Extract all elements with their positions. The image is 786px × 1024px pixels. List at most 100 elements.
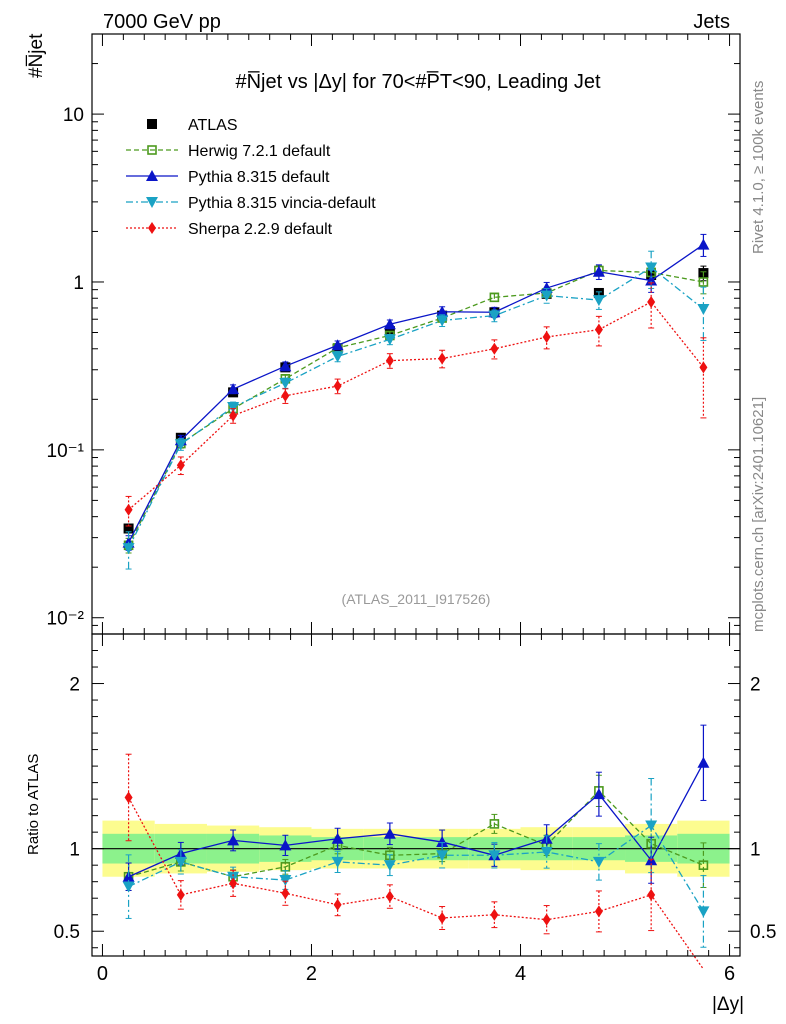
legend-item-pythia-8-315-vincia-default: Pythia 8.315 vincia-default (126, 195, 376, 212)
ratio-tick-label: 0.5 (54, 922, 80, 943)
chart-title: #N̅jet vs |Δy| for 70<#P̅T<90, Leading J… (235, 70, 601, 93)
data-point (279, 360, 292, 372)
ratio-tick-label-right: 0.5 (750, 922, 776, 943)
legend-marker (146, 197, 158, 208)
series-herwig-7-2-1-default (123, 264, 709, 891)
data-point (123, 523, 134, 534)
y-tick-label: 10⁻¹ (47, 441, 85, 462)
data-point (594, 323, 603, 336)
side-rivet-label: Rivet 4.1.0, ≥ 100k events (750, 81, 767, 254)
data-point (697, 238, 710, 250)
series-sherpa-2-2-9-default (124, 282, 708, 970)
data-point (281, 389, 290, 402)
legend-label: Pythia 8.315 default (188, 169, 330, 186)
ratio-point (383, 860, 396, 872)
legend-label: Herwig 7.2.1 default (188, 143, 331, 160)
ratio-point (592, 856, 605, 868)
data-point (124, 503, 133, 516)
legend-item-herwig-7-2-1-default: Herwig 7.2.1 default (126, 143, 331, 160)
data-point (438, 352, 447, 365)
ratio-tick-label-right: 2 (750, 675, 761, 696)
data-point (383, 318, 396, 330)
series-pythia-8-315-vincia-default (122, 250, 710, 948)
ratio-point (645, 820, 658, 832)
data-point (436, 305, 449, 317)
legend-marker (147, 119, 157, 129)
data-point (436, 315, 449, 327)
ratio-point (227, 834, 240, 846)
ratio-point (490, 908, 499, 921)
data-point (645, 262, 658, 274)
series-pythia-8-315-default (122, 233, 710, 891)
series-line-pythia-8-315-vincia-default (128, 266, 704, 549)
category-label: Jets (693, 11, 730, 33)
x-tick-label: 2 (306, 963, 317, 985)
data-point (333, 380, 342, 393)
data-point (699, 361, 708, 374)
ratio-point (438, 912, 447, 925)
ratio-line-pythia-8-315-default (128, 762, 704, 878)
series-line-herwig-7-2-1-default (128, 269, 704, 546)
legend-item-pythia-8-315-default: Pythia 8.315 default (126, 169, 330, 186)
x-tick-label: 4 (515, 963, 526, 985)
ratio-point (227, 871, 240, 883)
y-tick-label: 1 (73, 273, 84, 294)
ratio-point (385, 890, 394, 903)
data-point (490, 342, 499, 355)
data-point (383, 334, 396, 346)
ratio-point (436, 850, 449, 862)
ratio-point (698, 860, 709, 870)
y-tick-label: 10⁻² (47, 609, 85, 630)
series-atlas (123, 265, 709, 534)
ratio-point (489, 819, 500, 829)
data-point (122, 543, 135, 555)
ratio-point (592, 788, 605, 800)
data-point (592, 265, 605, 277)
ratio-point (333, 898, 342, 911)
ratio-point (176, 888, 185, 901)
ratio-point (331, 832, 344, 844)
ratio-line-sherpa-2-2-9-default (128, 797, 704, 970)
legend-label: ATLAS (188, 117, 238, 134)
ratio-point (174, 856, 187, 868)
ratio-point (488, 850, 501, 862)
ratio-point (331, 856, 344, 868)
data-point (227, 401, 240, 413)
watermark: (ATLAS_2011_I917526) (342, 591, 491, 607)
data-point (174, 439, 187, 451)
data-point (176, 459, 185, 472)
ratio-point (540, 846, 553, 858)
legend-label: Sherpa 2.2.9 default (188, 221, 333, 238)
legend-item-atlas: ATLAS (147, 117, 238, 134)
side-mcplots-label: mcplots.cern.ch [arXiv:2401.10621] (750, 397, 767, 632)
ratio-point (542, 913, 551, 926)
data-point (489, 292, 500, 303)
data-point (279, 378, 292, 390)
y-axis-label: #N̅jet (26, 33, 47, 78)
ratio-point (279, 839, 292, 851)
data-point (542, 331, 551, 344)
series-line-pythia-8-315-default (128, 244, 704, 543)
ratio-point (122, 881, 135, 893)
data-point (540, 290, 553, 302)
ratio-point (647, 888, 656, 901)
data-point (697, 304, 710, 316)
ratio-point (383, 827, 396, 839)
ratio-point (124, 791, 133, 804)
data-point (488, 310, 501, 322)
data-point (227, 383, 240, 395)
ratio-tick-label: 1 (69, 840, 80, 861)
x-axis-label: |Δy| (712, 994, 744, 1015)
ratio-point (279, 875, 292, 887)
legend-marker (148, 222, 156, 234)
legend-marker (146, 170, 158, 181)
x-tick-label: 0 (97, 963, 108, 985)
data-point (229, 409, 238, 422)
ratio-tick-label: 2 (69, 675, 80, 696)
data-point (647, 295, 656, 308)
series-line-sherpa-2-2-9-default (128, 301, 704, 511)
ratio-point (697, 906, 710, 918)
legend-marker (147, 145, 157, 155)
data-point (698, 277, 709, 287)
